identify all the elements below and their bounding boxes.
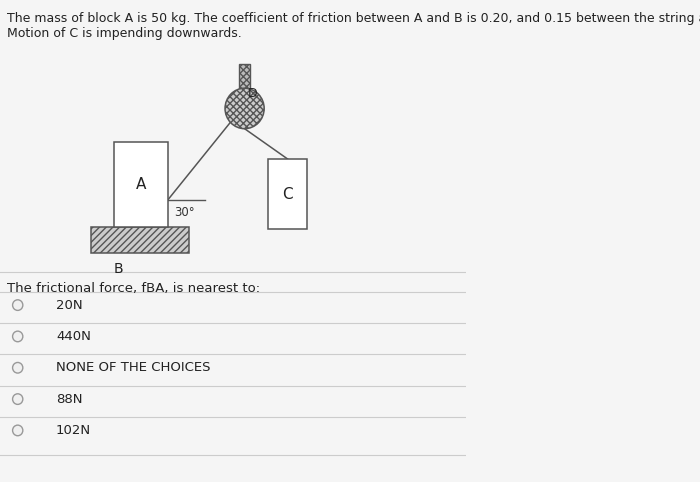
Text: B: B bbox=[114, 262, 124, 276]
Text: 88N: 88N bbox=[56, 393, 83, 405]
Text: 440N: 440N bbox=[56, 330, 91, 343]
Text: NONE OF THE CHOICES: NONE OF THE CHOICES bbox=[56, 362, 211, 374]
Text: The frictional force, fBA, is nearest to:: The frictional force, fBA, is nearest to… bbox=[6, 282, 260, 295]
Circle shape bbox=[13, 425, 23, 436]
Text: 20N: 20N bbox=[56, 299, 83, 311]
Circle shape bbox=[13, 362, 23, 373]
Circle shape bbox=[13, 394, 23, 404]
Circle shape bbox=[13, 331, 23, 342]
Text: C: C bbox=[282, 187, 293, 201]
Bar bbox=[91, 227, 189, 253]
Bar bbox=[114, 142, 168, 227]
Text: A: A bbox=[136, 177, 146, 192]
Text: The mass of block A is 50 kg. The coefficient of friction between A and B is 0.2: The mass of block A is 50 kg. The coeffi… bbox=[6, 12, 700, 25]
Circle shape bbox=[225, 88, 264, 129]
Bar bbox=[239, 64, 250, 93]
Text: 102N: 102N bbox=[56, 424, 91, 437]
Text: Motion of C is impending downwards.: Motion of C is impending downwards. bbox=[6, 27, 242, 40]
Text: D: D bbox=[248, 87, 258, 99]
Bar bbox=[268, 159, 307, 229]
Text: 30°: 30° bbox=[174, 206, 195, 219]
Circle shape bbox=[13, 300, 23, 310]
